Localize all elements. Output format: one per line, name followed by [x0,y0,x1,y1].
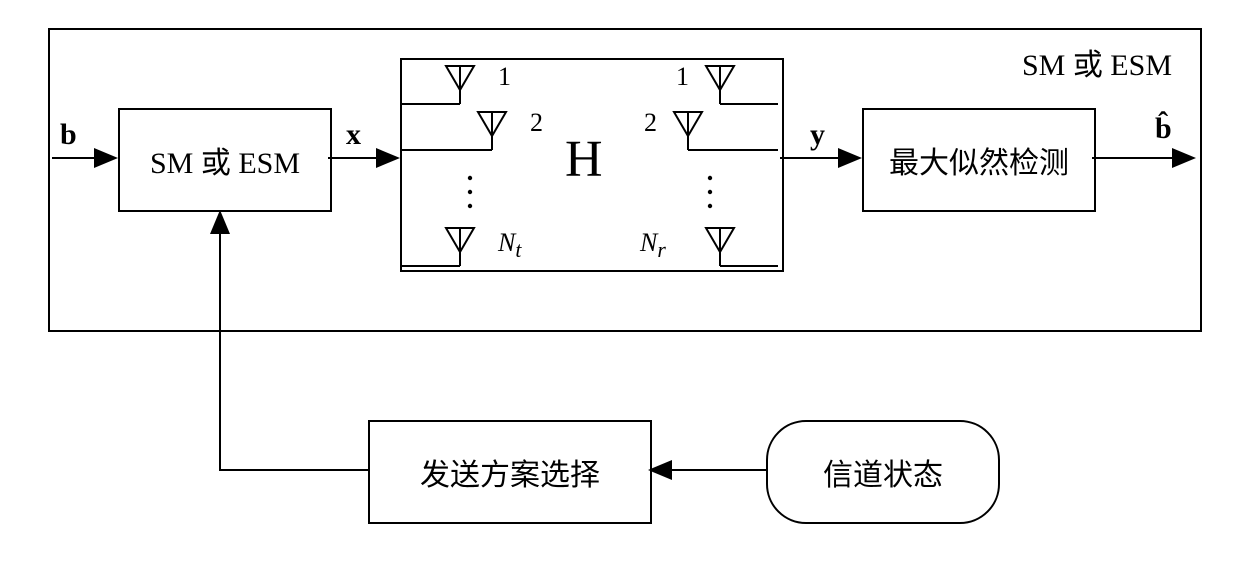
selector-label: 发送方案选择 [420,450,600,494]
tx-antenna-2-label: 2 [530,108,543,138]
diagram-canvas: SM 或 ESM SM 或 ESM H 最大似然检测 发送方案选择 信道状态 b… [0,0,1240,571]
decoder-label: 最大似然检测 [889,138,1069,182]
selector-block: 发送方案选择 [368,420,652,524]
channel-matrix-label: H [565,130,603,189]
tx-antenna-1-label: 1 [498,62,511,92]
decoder-block: 最大似然检测 [862,108,1096,212]
rx-antenna-N-label: Nr [640,228,666,263]
signal-b-in: b [60,118,77,152]
signal-b-hat: b̂ [1155,112,1172,146]
rx-antenna-2-label: 2 [644,108,657,138]
encoder-label: SM 或 ESM [150,138,300,182]
system-mode-label: SM 或 ESM [1022,40,1172,84]
signal-x: x [346,118,361,152]
channel-state-block: 信道状态 [766,420,1000,524]
rx-antenna-1-label: 1 [676,62,689,92]
signal-y: y [810,118,825,152]
encoder-block: SM 或 ESM [118,108,332,212]
tx-antenna-N-label: Nt [498,228,521,263]
channel-state-label: 信道状态 [823,450,943,494]
